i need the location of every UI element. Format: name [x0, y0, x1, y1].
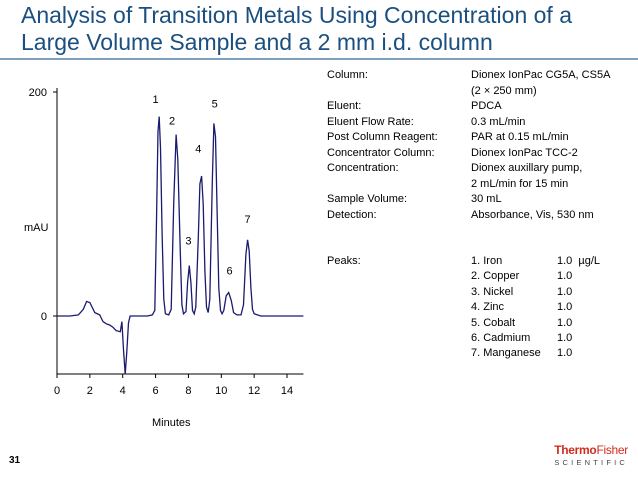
- condition-value: Dionex IonPac CG5A, CS5A: [471, 69, 611, 81]
- x-tick-label: 2: [87, 385, 93, 397]
- y-tick-label: 0: [41, 311, 47, 323]
- condition-key: Sample Volume:: [327, 193, 408, 205]
- peak-row: 4. Zinc 1.0: [471, 300, 601, 315]
- peak-row: 1. Iron 1.0 µg/L: [471, 254, 601, 269]
- peak-value: 1.0: [557, 347, 573, 360]
- condition-key: Post Column Reagent:: [327, 131, 438, 143]
- condition-value: 30 mL: [471, 193, 502, 205]
- condition-row: Column: Dionex IonPac CG5A, CS5A: [327, 68, 610, 84]
- slide-title: Analysis of Transition Metals Using Conc…: [21, 2, 572, 55]
- x-tick-label: 8: [185, 385, 191, 397]
- peak-label: 7: [245, 214, 251, 226]
- peak-name: 7. Manganese: [471, 347, 541, 360]
- peak-name: 2. Copper: [471, 270, 520, 283]
- peak-value: 1.0: [557, 285, 573, 298]
- condition-value: Dionex auxillary pump,: [471, 162, 583, 174]
- peak-value: 1.0: [557, 332, 573, 345]
- logo-word-scientific: SCIENTIFIC: [554, 458, 628, 467]
- condition-key: Column:: [327, 69, 368, 81]
- condition-row: Detection: Absorbance, Vis, 530 nm: [327, 208, 610, 224]
- peak-label: 4: [195, 143, 201, 155]
- peak-label: 2: [169, 115, 175, 127]
- x-tick-label: 6: [153, 385, 159, 397]
- peak-label: 5: [212, 99, 218, 111]
- y-tick-label: 200: [29, 87, 47, 99]
- x-tick-label: 12: [248, 385, 260, 397]
- condition-row: Eluent: PDCA: [327, 99, 610, 115]
- condition-row: Concentration: Dionex auxillary pump,: [327, 161, 610, 177]
- condition-row: 2 mL/min for 15 min: [327, 177, 610, 193]
- condition-key: Detection:: [327, 208, 377, 221]
- peak-value: 1.0: [557, 270, 573, 283]
- x-tick-label: 0: [54, 385, 60, 397]
- peaks-heading: Peaks:: [327, 255, 361, 267]
- peak-name: 3. Nickel: [471, 285, 514, 298]
- peak-name: 5. Cobalt: [471, 316, 516, 329]
- condition-row: Post Column Reagent: PAR at 0.15 mL/min: [327, 130, 610, 146]
- x-tick-label: 4: [120, 385, 126, 397]
- peak-name: 6. Cadmium: [471, 332, 531, 345]
- peak-row: 2. Copper 1.0: [471, 269, 601, 284]
- peak-value: 1.0: [557, 301, 573, 314]
- peak-name: 1. Iron: [471, 255, 503, 267]
- peak-row: 3. Nickel 1.0: [471, 285, 601, 300]
- condition-key: Eluent Flow Rate:: [327, 115, 414, 128]
- condition-row: (2 × 250 mm): [327, 84, 610, 100]
- title-divider: [0, 58, 638, 60]
- condition-value: Absorbance, Vis, 530 nm: [471, 208, 594, 221]
- peak-name: 4. Zinc: [471, 301, 505, 314]
- peak-row: 5. Cobalt 1.0: [471, 316, 601, 331]
- peak-label: 3: [185, 235, 191, 247]
- condition-row: Concentrator Column: Dionex IonPac TCC-2: [327, 146, 610, 162]
- x-axis-label: Minutes: [152, 417, 191, 429]
- chromatogram-trace: [57, 116, 304, 375]
- logo-word-thermo: Thermo: [554, 443, 597, 457]
- peak-row: 6. Cadmium 1.0: [471, 331, 601, 346]
- peaks-list: Peaks: 1. Iron 1.0 µg/L 2. Copper 1.0 3. Nic…: [327, 254, 601, 362]
- condition-key: Concentrator Column:: [327, 146, 435, 159]
- condition-value: Dionex IonPac TCC-2: [471, 146, 578, 159]
- condition-value: 0.3 mL/min: [471, 115, 526, 128]
- peak-label: 1: [153, 94, 159, 106]
- conditions-table: Column: Dionex IonPac CG5A, CS5A (2 × 250 …: [327, 68, 610, 223]
- condition-value: (2 × 250 mm): [471, 84, 537, 97]
- condition-row: Sample Volume: 30 mL: [327, 192, 610, 208]
- thermo-fisher-logo: ThermoFisher SCIENTIFIC: [538, 443, 628, 467]
- peak-label: 6: [226, 266, 232, 278]
- condition-key: Eluent:: [327, 100, 362, 112]
- peak-value: 1.0: [557, 255, 573, 267]
- condition-row: Eluent Flow Rate: 0.3 mL/min: [327, 115, 610, 131]
- logo-word-fisher: Fisher: [596, 443, 628, 457]
- condition-value: PAR at 0.15 mL/min: [471, 131, 569, 143]
- y-axis-label: mAU: [24, 222, 49, 234]
- x-tick-label: 14: [281, 385, 293, 397]
- condition-key: Concentration:: [327, 162, 399, 174]
- peak-unit: µg/L: [572, 255, 601, 267]
- condition-value: 2 mL/min for 15 min: [471, 177, 569, 190]
- peak-row: 7. Manganese 1.0: [471, 346, 601, 361]
- peak-value: 1.0: [557, 316, 573, 329]
- condition-value: PDCA: [471, 100, 502, 112]
- page-number: 31: [9, 455, 21, 466]
- x-tick-label: 10: [215, 385, 227, 397]
